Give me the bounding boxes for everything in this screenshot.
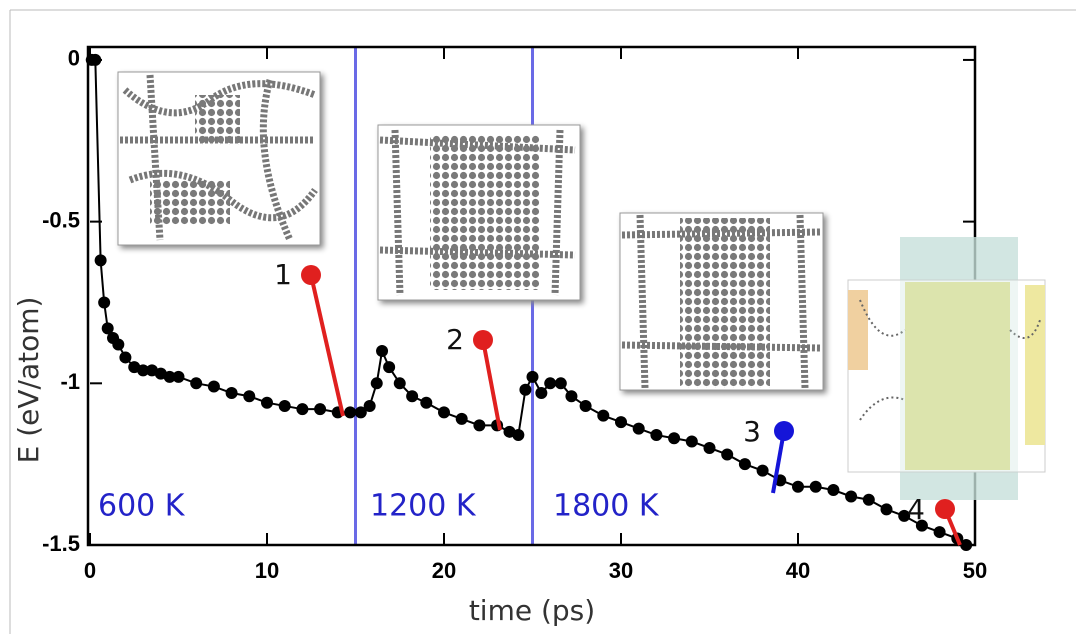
data-point — [420, 396, 433, 409]
data-point — [519, 383, 532, 396]
data-point — [632, 422, 645, 435]
data-point — [94, 254, 107, 267]
data-point — [207, 380, 220, 393]
data-point — [756, 464, 769, 477]
data-point — [455, 412, 468, 425]
y-axis-label: E (eV/atom) — [12, 297, 45, 464]
inset — [847, 237, 1046, 500]
x-tick-label: 20 — [432, 558, 456, 583]
x-tick-label: 0 — [84, 558, 96, 583]
region-label: 1200 K — [370, 489, 477, 524]
data-point — [376, 344, 389, 357]
data-point — [668, 432, 681, 445]
data-point — [738, 458, 751, 471]
data-point — [933, 526, 946, 539]
data-point — [565, 390, 578, 403]
x-axis-label: time (ps) — [469, 594, 595, 627]
x-tick-label: 30 — [609, 558, 633, 583]
data-point — [535, 387, 548, 400]
data-point — [792, 480, 804, 493]
inset — [377, 124, 581, 301]
data-point — [172, 370, 185, 383]
data-point — [101, 322, 114, 335]
annotation: 4 — [907, 493, 925, 526]
data-point — [809, 480, 822, 493]
inset — [117, 71, 321, 246]
data-point — [438, 406, 450, 419]
data-point — [370, 377, 383, 390]
y-tick-label: -0.5 — [42, 207, 80, 232]
data-point — [383, 361, 396, 374]
data-point — [862, 493, 875, 506]
data-point — [845, 490, 858, 503]
data-point — [827, 484, 840, 497]
data-point — [112, 338, 125, 351]
x-tick-label: 50 — [963, 558, 987, 583]
data-point — [526, 370, 539, 383]
data-point — [363, 399, 376, 412]
y-tick-label: -1 — [60, 369, 80, 394]
data-point — [685, 435, 698, 448]
data-point — [225, 387, 238, 400]
data-point — [98, 296, 111, 309]
data-point — [473, 419, 486, 432]
data-point — [915, 519, 928, 532]
inset — [619, 212, 824, 391]
data-point — [898, 509, 911, 522]
data-point — [512, 429, 525, 442]
data-point — [243, 390, 256, 403]
data-point — [278, 399, 291, 412]
data-point — [354, 406, 367, 419]
region-label: 600 K — [98, 489, 186, 524]
data-point — [579, 399, 592, 412]
region-label: 1800 K — [553, 489, 660, 524]
data-point — [89, 53, 102, 66]
annotation: 3 — [743, 415, 761, 448]
y-tick-label: -1.5 — [42, 531, 80, 556]
data-point — [119, 351, 132, 364]
x-tick-label: 10 — [255, 558, 279, 583]
data-point — [721, 448, 734, 461]
data-point — [393, 377, 406, 390]
data-point — [314, 403, 327, 416]
data-point — [554, 377, 567, 390]
data-point — [190, 377, 203, 390]
data-point — [344, 406, 357, 419]
annotation: 1 — [274, 258, 292, 291]
data-point — [703, 441, 716, 454]
data-point — [615, 416, 627, 429]
data-point — [296, 403, 309, 416]
y-tick-label: 0 — [68, 46, 80, 71]
data-point — [261, 396, 273, 409]
data-point — [163, 370, 176, 383]
data-point — [880, 503, 893, 516]
data-point — [137, 364, 150, 377]
x-tick-label: 40 — [786, 558, 810, 583]
pin — [301, 265, 962, 546]
data-point — [406, 390, 419, 403]
data-point — [597, 409, 610, 422]
annotation: 2 — [446, 323, 464, 356]
data-point — [650, 429, 663, 442]
data-point — [544, 377, 557, 390]
